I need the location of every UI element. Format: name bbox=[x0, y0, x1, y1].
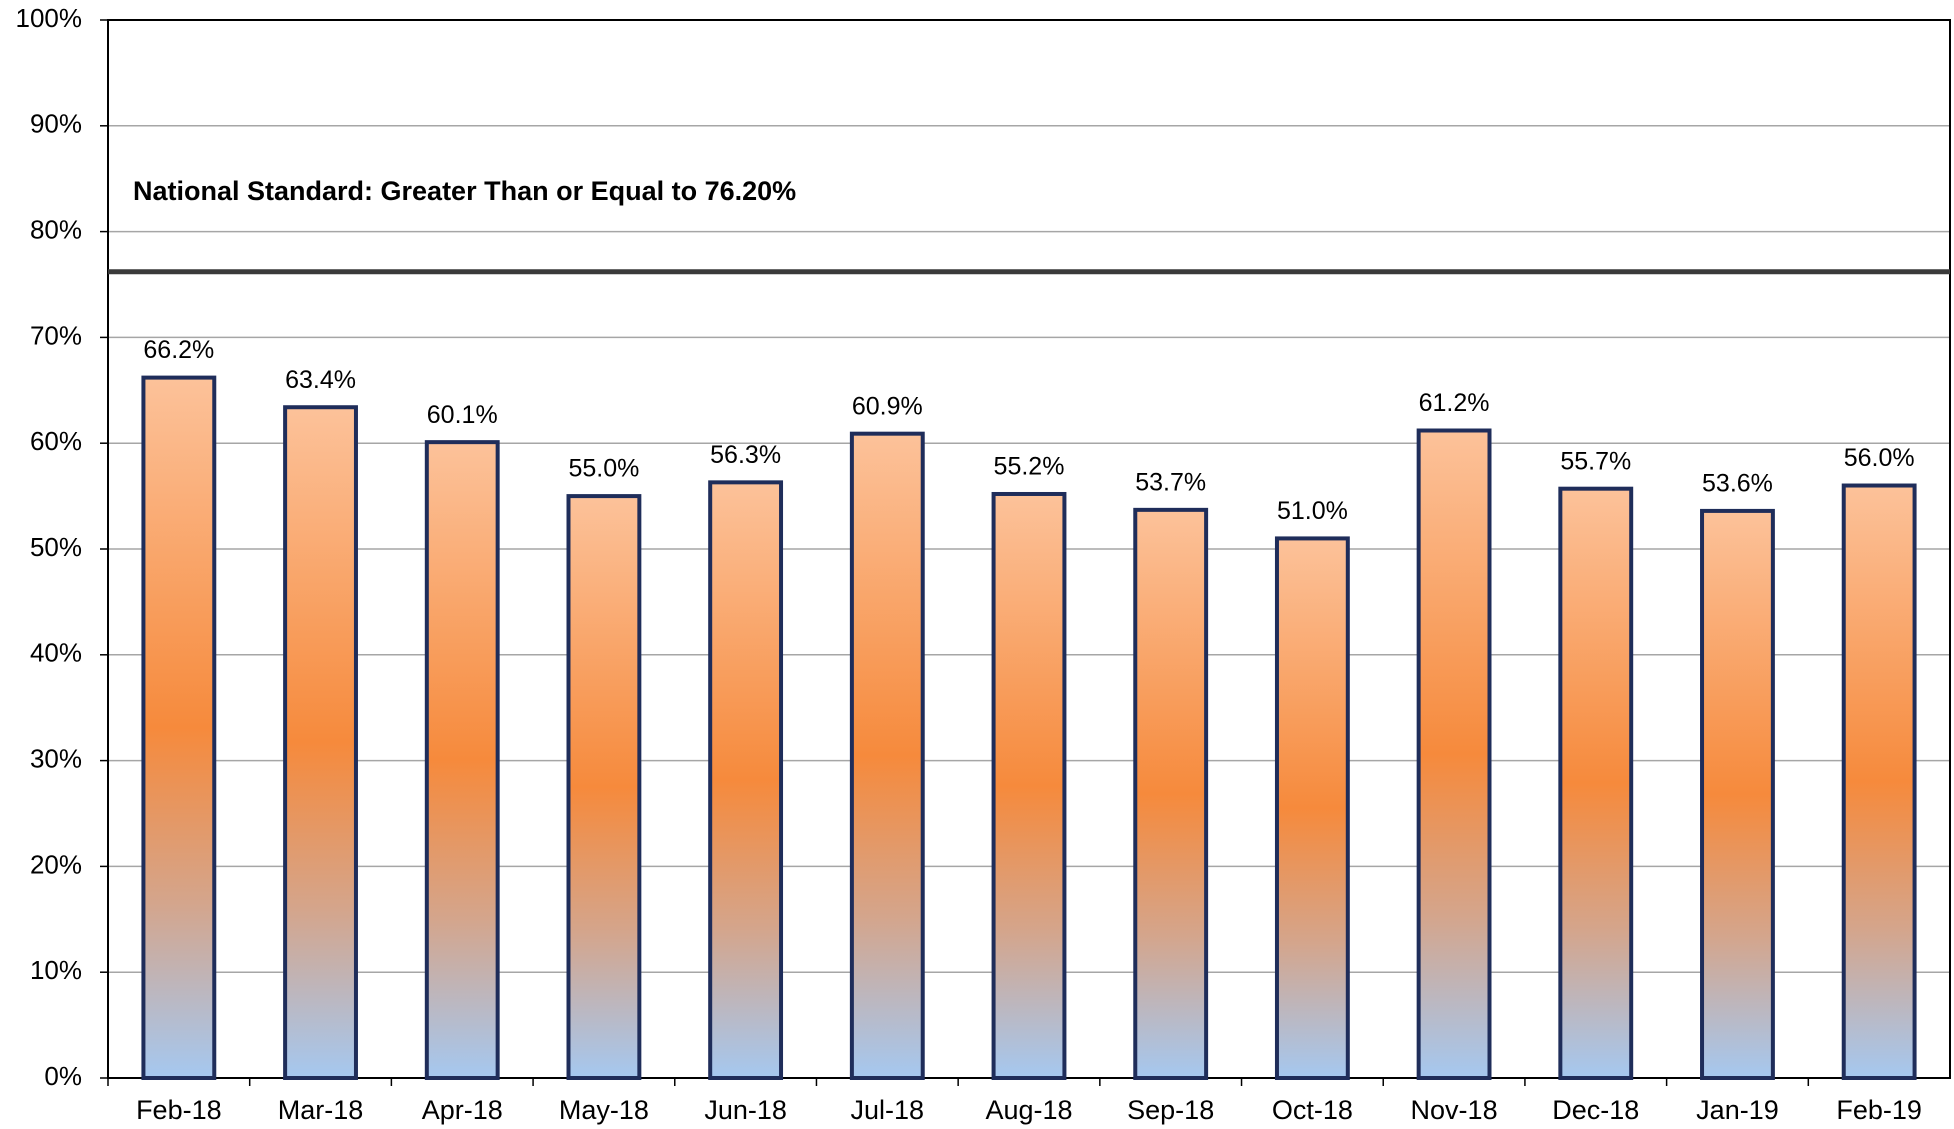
x-tick-label: Jun-18 bbox=[704, 1095, 787, 1125]
bar bbox=[1841, 483, 1917, 1080]
bar bbox=[991, 491, 1067, 1080]
y-tick-label: 100% bbox=[16, 3, 83, 33]
bar bbox=[708, 480, 784, 1080]
y-tick-label: 0% bbox=[44, 1061, 82, 1091]
x-tick-label: Oct-18 bbox=[1272, 1095, 1353, 1125]
x-tick-label: May-18 bbox=[559, 1095, 649, 1125]
x-tick-label: Nov-18 bbox=[1411, 1095, 1498, 1125]
bar bbox=[566, 494, 642, 1081]
y-tick-label: 20% bbox=[30, 849, 82, 879]
y-tick-label: 30% bbox=[30, 743, 82, 773]
value-label: 56.0% bbox=[1844, 444, 1915, 472]
y-tick-label: 40% bbox=[30, 638, 82, 668]
x-tick-label: Feb-19 bbox=[1836, 1095, 1922, 1125]
value-label: 51.0% bbox=[1277, 497, 1348, 525]
x-tick-label: Aug-18 bbox=[985, 1095, 1072, 1125]
y-tick-label: 90% bbox=[30, 109, 82, 139]
x-tick-label: Apr-18 bbox=[422, 1095, 503, 1125]
y-tick-label: 50% bbox=[30, 532, 82, 562]
x-tick-label: Mar-18 bbox=[278, 1095, 364, 1125]
value-label: 60.9% bbox=[852, 392, 923, 420]
value-label: 53.6% bbox=[1702, 470, 1773, 498]
value-label: 55.2% bbox=[994, 453, 1065, 481]
bar bbox=[1274, 536, 1350, 1080]
y-tick-label: 70% bbox=[30, 320, 82, 350]
x-tick-label: Sep-18 bbox=[1127, 1095, 1214, 1125]
y-tick-label: 10% bbox=[30, 955, 82, 985]
bar bbox=[1416, 428, 1492, 1080]
y-tick-label: 80% bbox=[30, 214, 82, 244]
bar bbox=[424, 440, 500, 1080]
bar bbox=[849, 431, 925, 1081]
x-tick-label: Jul-18 bbox=[851, 1095, 925, 1125]
annotation: National Standard: Greater Than or Equal… bbox=[133, 176, 796, 206]
bar bbox=[141, 375, 217, 1080]
bar bbox=[1133, 507, 1209, 1080]
value-label: 55.7% bbox=[1560, 447, 1631, 475]
value-label: 55.0% bbox=[568, 455, 639, 483]
value-label: 61.2% bbox=[1419, 389, 1490, 417]
bar bbox=[1700, 508, 1775, 1080]
x-tick-label: Dec-18 bbox=[1552, 1095, 1639, 1125]
x-tick-label: Feb-18 bbox=[136, 1095, 222, 1125]
y-tick-label: 60% bbox=[30, 426, 82, 456]
x-tick-label: Jan-19 bbox=[1696, 1095, 1779, 1125]
value-label: 63.4% bbox=[285, 366, 356, 394]
value-label: 60.1% bbox=[427, 401, 498, 429]
bar bbox=[1558, 486, 1634, 1081]
value-label: 56.3% bbox=[710, 441, 781, 469]
bar bbox=[283, 405, 358, 1080]
value-label: 53.7% bbox=[1135, 468, 1206, 496]
value-label: 66.2% bbox=[143, 336, 214, 364]
